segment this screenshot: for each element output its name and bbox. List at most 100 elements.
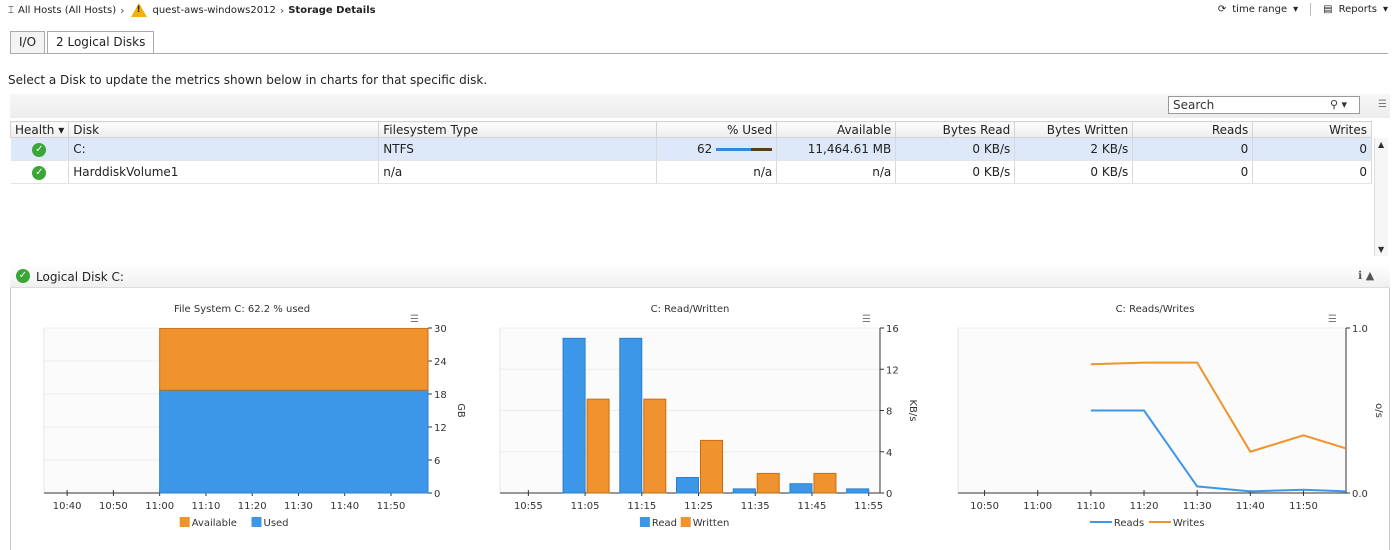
chart-options-icon: ☰ — [862, 314, 871, 325]
tab-logical-disks[interactable]: 2 Logical Disks — [47, 31, 155, 54]
x-tick-label: 10:50 — [99, 501, 128, 512]
x-tick-label: 11:45 — [798, 501, 827, 512]
table-toolbar — [10, 94, 1390, 118]
reads-cell: 0 — [1132, 137, 1254, 161]
y-tick-label: 0.0 — [1352, 489, 1368, 500]
table-row[interactable]: ✓ C: NTFS 62 11,464.61 MB 0 KB/s 2 KB/s … — [10, 137, 1372, 161]
col-writes[interactable]: Writes — [1252, 121, 1372, 138]
reads-cell: 0 — [1132, 160, 1254, 184]
col-used[interactable]: % Used — [656, 121, 778, 138]
info-icon[interactable]: ℹ — [1358, 269, 1363, 282]
x-tick-label: 11:50 — [1289, 501, 1318, 512]
x-tick-label: 11:00 — [1023, 501, 1052, 512]
breadcrumb-current: Storage Details — [288, 4, 376, 16]
panel-tools: ℹ ▲ — [1358, 269, 1374, 282]
chart-title: C: Read/Written — [651, 304, 730, 315]
y-tick-label: 1.0 — [1352, 324, 1368, 335]
chevron-down-icon[interactable]: ▾ — [1293, 4, 1299, 15]
x-tick-label: 11:00 — [145, 501, 174, 512]
breadcrumb-host[interactable]: quest-aws-windows2012 — [152, 4, 276, 16]
bar-read — [619, 337, 643, 494]
x-tick-label: 11:10 — [192, 501, 221, 512]
table-scrollbar[interactable]: ▲ ▼ — [1374, 138, 1388, 256]
chevron-right-icon: › — [279, 3, 285, 17]
available-cell: n/a — [776, 160, 897, 184]
legend-label: Read — [652, 518, 677, 529]
x-tick-label: 11:30 — [1183, 501, 1212, 512]
tab-divider — [10, 53, 1388, 54]
bar-read — [846, 488, 870, 494]
legend-swatch — [251, 517, 262, 527]
col-reads[interactable]: Reads — [1132, 121, 1254, 138]
column-options-icon[interactable]: ☰ — [1378, 99, 1387, 110]
col-filesystem[interactable]: Filesystem Type — [378, 121, 658, 138]
search-icon[interactable]: ⚲ ▾ — [1330, 98, 1348, 111]
bar-read — [562, 337, 586, 494]
reports-button[interactable]: Reports — [1338, 4, 1377, 15]
reports-icon: ▤ — [1323, 4, 1333, 15]
y-tick-label: 30 — [434, 324, 447, 335]
series-line-writes — [1090, 361, 1347, 453]
bytes-read-cell: 0 KB/s — [895, 160, 1016, 184]
tab-bar: I/O 2 Logical Disks — [10, 31, 155, 54]
breadcrumb: ⌶ All Hosts (All Hosts) › quest-aws-wind… — [8, 3, 376, 17]
legend-label: Used — [264, 518, 289, 529]
bar-read — [789, 483, 813, 494]
x-tick-label: 11:15 — [627, 501, 656, 512]
used-bar — [716, 148, 773, 151]
available-area — [159, 328, 429, 391]
ok-status-icon: ✓ — [32, 143, 47, 157]
y-tick-label: 4 — [886, 448, 892, 459]
col-disk[interactable]: Disk — [68, 121, 380, 138]
x-tick-label: 11:35 — [741, 501, 770, 512]
panel-header — [10, 264, 1390, 288]
filesystem-type: n/a — [378, 160, 658, 184]
sort-down-icon: ▾ — [58, 122, 65, 137]
top-toolbar: ⟳ time range ▾ ▤ Reports ▾ — [1218, 3, 1388, 16]
bar-written — [756, 472, 780, 494]
col-health[interactable]: Health ▾ — [9, 121, 70, 138]
x-tick-label: 11:20 — [238, 501, 267, 512]
y-tick-label: 0 — [886, 489, 892, 500]
y-axis-label: KB/s — [907, 400, 918, 422]
chevron-right-icon: › — [120, 3, 125, 17]
time-range-button[interactable]: time range — [1232, 4, 1288, 15]
chevron-down-icon[interactable]: ▾ — [1382, 4, 1388, 15]
bar-written — [813, 472, 837, 494]
legend-swatch — [639, 517, 650, 527]
collapse-icon[interactable]: ▲ — [1365, 269, 1375, 282]
tab-io[interactable]: I/O — [10, 31, 46, 53]
y-tick-label: 0 — [434, 489, 440, 500]
chart-options-icon: ☰ — [410, 314, 419, 325]
disk-name: C: — [68, 137, 380, 161]
legend-label: Written — [693, 518, 730, 529]
legend-label: Reads — [1114, 518, 1144, 529]
x-tick-label: 10:55 — [514, 501, 543, 512]
x-tick-label: 11:20 — [1130, 501, 1159, 512]
x-tick-label: 11:50 — [377, 501, 406, 512]
writes-cell: 0 — [1252, 160, 1372, 184]
search-input[interactable] — [1168, 96, 1360, 114]
legend-swatch — [680, 517, 691, 527]
scroll-down-icon[interactable]: ▼ — [1378, 245, 1385, 254]
panel-title: Logical Disk C: — [36, 270, 124, 284]
bar-read — [676, 477, 700, 494]
bytes-written-cell: 0 KB/s — [1014, 160, 1134, 184]
col-bytes-read[interactable]: Bytes Read — [895, 121, 1016, 138]
x-tick-label: 11:05 — [571, 501, 600, 512]
x-tick-label: 10:50 — [970, 501, 999, 512]
x-tick-label: 11:25 — [684, 501, 713, 512]
divider — [1310, 3, 1312, 16]
plot-area — [957, 327, 1347, 494]
col-bytes-written[interactable]: Bytes Written — [1014, 121, 1134, 138]
hosts-tree-icon: ⌶ — [8, 4, 14, 16]
y-tick-label: 16 — [886, 324, 899, 335]
bar-written — [700, 439, 724, 494]
table-row[interactable]: ✓ HarddiskVolume1 n/a n/a n/a 0 KB/s 0 K… — [10, 160, 1372, 184]
available-cell: 11,464.61 MB — [776, 137, 897, 161]
writes-cell: 0 — [1252, 137, 1372, 161]
col-available[interactable]: Available — [776, 121, 897, 138]
breadcrumb-root[interactable]: All Hosts (All Hosts) — [18, 4, 117, 16]
warning-icon — [130, 3, 147, 17]
scroll-up-icon[interactable]: ▲ — [1378, 140, 1385, 149]
